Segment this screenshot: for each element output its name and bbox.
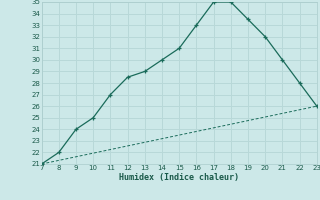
X-axis label: Humidex (Indice chaleur): Humidex (Indice chaleur): [119, 173, 239, 182]
